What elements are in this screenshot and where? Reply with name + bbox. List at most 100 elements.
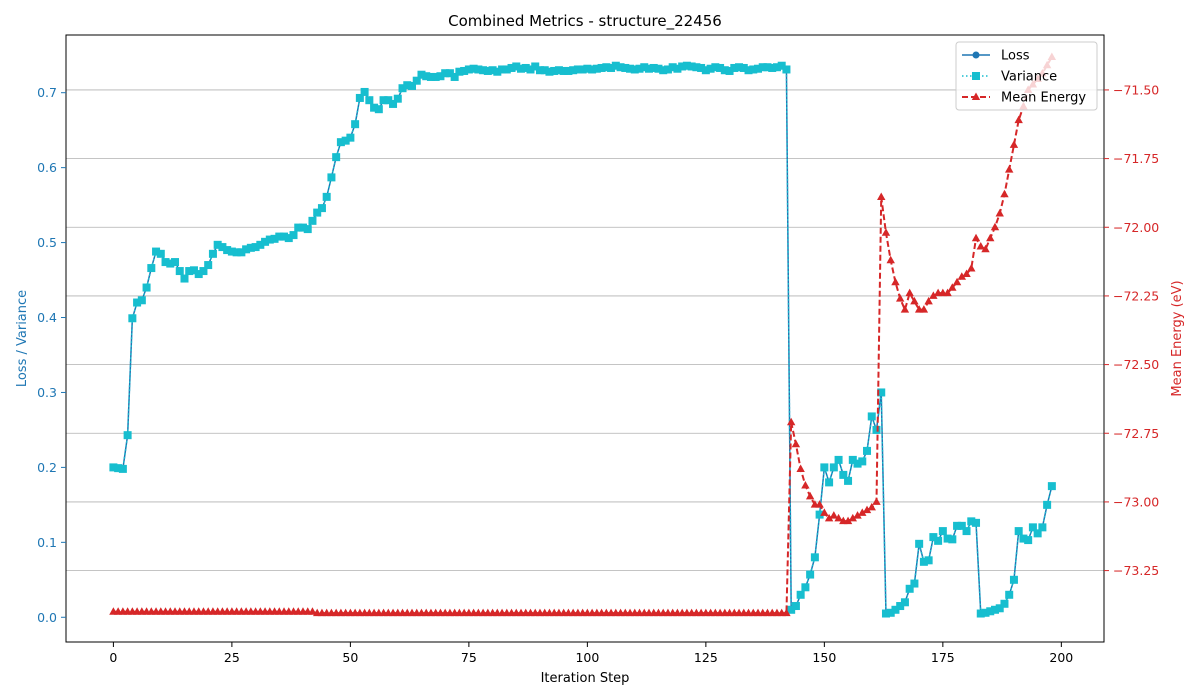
data-point [441, 69, 450, 78]
data-point [644, 64, 653, 73]
data-point [929, 533, 938, 542]
data-point [474, 65, 483, 74]
data-point [526, 65, 535, 74]
data-point [943, 288, 952, 297]
data-point [976, 241, 985, 250]
data-point [720, 66, 729, 75]
data-point [891, 277, 900, 286]
data-point [1028, 523, 1037, 532]
data-point [232, 248, 241, 257]
x-tick-label: 125 [694, 650, 718, 665]
data-point [986, 607, 995, 616]
data-point [924, 556, 933, 565]
data-point [142, 283, 151, 292]
data-point [199, 267, 208, 276]
data-point [791, 439, 801, 448]
data-point [863, 446, 872, 455]
data-point [450, 72, 459, 81]
data-point [455, 67, 464, 76]
data-point [242, 245, 251, 254]
y-left-tick-label: 0.5 [37, 235, 57, 250]
data-point [621, 63, 630, 72]
x-tick-label: 175 [931, 650, 955, 665]
data-point [118, 464, 127, 473]
data-point [900, 305, 910, 313]
data-point [663, 65, 672, 74]
x-tick-label: 100 [575, 650, 599, 665]
data-point [829, 463, 838, 472]
data-point [161, 258, 170, 267]
data-point [517, 64, 526, 73]
data-point [488, 66, 497, 75]
y-left-tick-label: 0.1 [37, 535, 57, 550]
data-point [521, 63, 530, 72]
data-point [877, 388, 886, 397]
data-point [805, 491, 815, 500]
grid-lines [66, 89, 1104, 571]
data-point [796, 464, 805, 472]
data-point [1005, 165, 1014, 173]
data-point [545, 67, 554, 76]
data-point [583, 64, 592, 73]
legend-label: Variance [1001, 70, 1057, 85]
data-point [284, 234, 293, 243]
data-point [431, 72, 440, 81]
data-point [384, 96, 393, 105]
data-point [862, 505, 872, 514]
series-layer [109, 52, 1057, 618]
data-point [829, 511, 839, 519]
data-point [365, 96, 374, 105]
legend-entry: Variance [962, 70, 1057, 85]
data-point [758, 63, 767, 72]
data-point [824, 513, 834, 522]
legend-entry: Mean Energy [962, 91, 1086, 106]
data-point [379, 96, 388, 105]
data-point [948, 283, 957, 291]
data-point [355, 93, 364, 102]
y-right-tick-label: −72.50 [1113, 357, 1159, 372]
data-point [223, 246, 232, 255]
data-point [905, 288, 914, 297]
data-point [673, 64, 682, 73]
data-point [881, 228, 891, 236]
data-point [782, 65, 791, 74]
data-point [910, 579, 919, 588]
data-point [725, 66, 734, 75]
data-point [123, 431, 132, 440]
data-point [114, 464, 123, 473]
data-point [166, 259, 175, 268]
data-point [730, 63, 739, 72]
data-point [952, 277, 962, 286]
data-point [1024, 536, 1033, 545]
data-point [654, 64, 663, 73]
data-point [611, 61, 620, 70]
data-point [341, 136, 350, 145]
data-point [844, 476, 853, 485]
data-point [886, 608, 895, 617]
data-point [1000, 599, 1009, 608]
data-point [801, 480, 810, 489]
data-point [768, 63, 777, 72]
data-point [408, 81, 416, 90]
data-point [971, 233, 981, 242]
data-point [801, 583, 810, 592]
data-point [777, 61, 786, 70]
data-point [810, 553, 819, 562]
data-point [640, 63, 649, 72]
data-point [825, 478, 834, 487]
data-point [972, 51, 980, 59]
data-point [189, 266, 198, 275]
y-right-tick-label: −72.25 [1113, 288, 1159, 303]
data-point [896, 602, 905, 611]
x-axis-title: Iteration Step [541, 671, 630, 686]
data-point [1043, 500, 1052, 509]
data-point [739, 63, 748, 72]
data-point [995, 209, 1004, 217]
legend-label: Loss [1001, 49, 1030, 64]
data-point [843, 516, 853, 525]
data-point [493, 67, 502, 76]
data-point [498, 65, 507, 74]
data-point [1019, 534, 1028, 543]
data-point [512, 62, 521, 71]
data-point [682, 61, 691, 70]
